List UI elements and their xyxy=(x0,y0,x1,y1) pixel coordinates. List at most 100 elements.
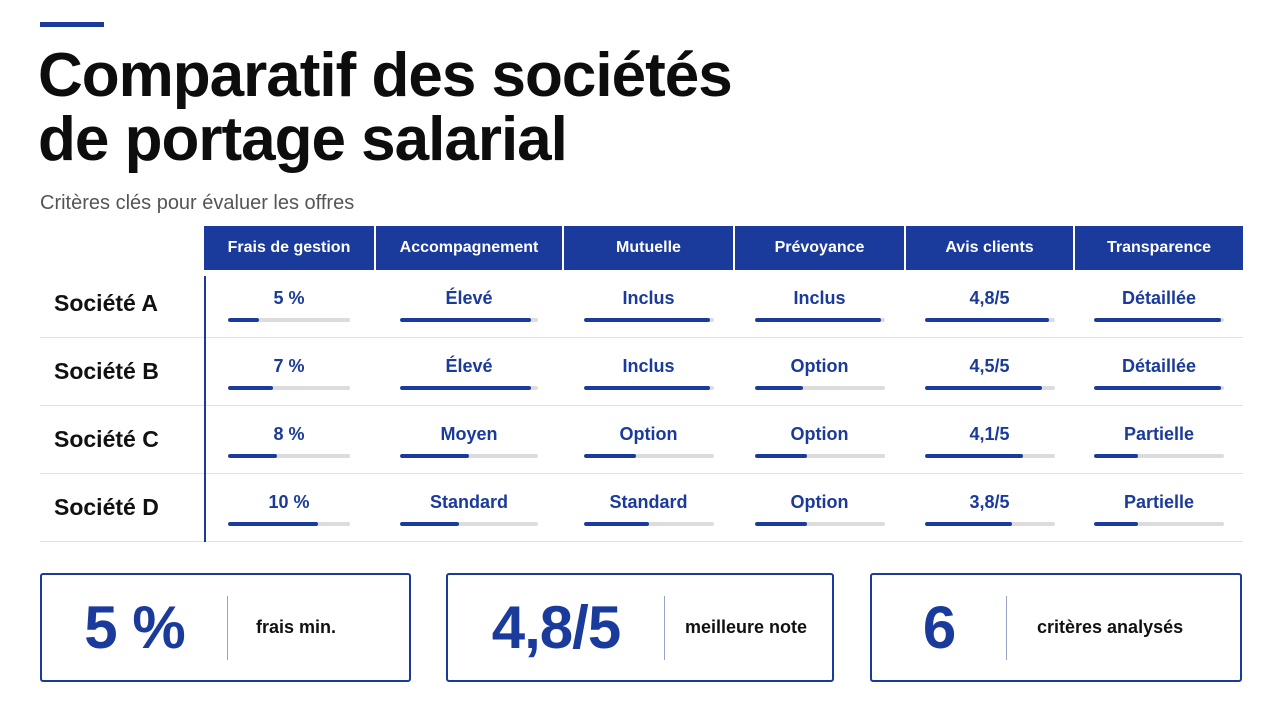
comparison-table: Frais de gestion Accompagnement Mutuelle… xyxy=(40,226,1243,542)
cell-mutuelle: Standard xyxy=(564,474,733,541)
cell-value: 4,1/5 xyxy=(969,423,1010,444)
level-bar-track xyxy=(400,453,538,458)
level-bar-track xyxy=(754,317,885,322)
summary-card-divider xyxy=(1006,595,1007,660)
cell-value: 7 % xyxy=(273,355,305,376)
level-bar-track xyxy=(400,385,538,390)
table-row: Société A 5 % Élevé Inclus Inclus 4,8/5 Détail… xyxy=(40,270,1243,338)
level-bar-track xyxy=(583,453,714,458)
page-title: Comparatif des sociétés de portage salar… xyxy=(38,41,733,174)
row-label: Société D xyxy=(54,494,159,520)
cell-avis: 4,8/5 xyxy=(906,270,1073,337)
cell-frais: 8 % xyxy=(204,406,374,473)
cell-value: Option xyxy=(790,491,849,512)
level-bar-fill xyxy=(924,385,1042,390)
summary-card-criteria: 6 critères analysés xyxy=(870,573,1242,682)
cell-mutuelle: Inclus xyxy=(564,338,733,405)
level-bar-track xyxy=(1094,521,1224,526)
cell-avis: 4,1/5 xyxy=(906,406,1073,473)
level-bar-fill xyxy=(1094,453,1139,458)
cell-value: Élevé xyxy=(445,287,493,308)
cell-value: Partielle xyxy=(1123,491,1195,512)
column-header-mutuelle: Mutuelle xyxy=(564,226,733,270)
summary-card-value: 4,8/5 xyxy=(491,594,621,661)
table-row: Société B 7 % Élevé Inclus Option 4,5/5 Détail… xyxy=(40,338,1243,406)
cell-frais: 10 % xyxy=(204,474,374,541)
level-bar-track xyxy=(754,453,885,458)
level-bar-fill xyxy=(924,521,1012,526)
level-bar-fill xyxy=(400,521,460,526)
level-bar-fill xyxy=(754,453,807,458)
level-bar-track xyxy=(400,317,538,322)
title-accent-bar xyxy=(40,22,104,27)
cell-mutuelle: Inclus xyxy=(564,270,733,337)
level-bar-fill xyxy=(1094,385,1222,390)
page-title-line-2: de portage salarial xyxy=(38,105,568,174)
cell-value: 5 % xyxy=(273,287,305,308)
level-bar-track xyxy=(1094,317,1224,322)
level-bar-track xyxy=(400,521,538,526)
cell-avis: 4,5/5 xyxy=(906,338,1073,405)
cell-value: Élevé xyxy=(445,355,493,376)
cell-accompagnement: Élevé xyxy=(376,270,562,337)
cell-frais: 5 % xyxy=(204,270,374,337)
level-bar-fill xyxy=(754,521,807,526)
cell-transparence: Partielle xyxy=(1075,474,1243,541)
level-bar-fill xyxy=(228,317,259,322)
cell-prevoyance: Inclus xyxy=(735,270,904,337)
cell-value: Option xyxy=(790,355,849,376)
cell-value: Détaillée xyxy=(1121,355,1197,376)
table-header: Frais de gestion Accompagnement Mutuelle… xyxy=(40,226,1243,270)
level-bar-fill xyxy=(583,453,636,458)
cell-value: Inclus xyxy=(622,287,675,308)
column-header-frais: Frais de gestion xyxy=(204,226,374,270)
level-bar-track xyxy=(583,385,714,390)
table-row: Société C 8 % Moyen Option Option 4,1/5 Partie… xyxy=(40,406,1243,474)
cell-prevoyance: Option xyxy=(735,474,904,541)
row-label: Société B xyxy=(54,358,159,384)
row-label: Société A xyxy=(54,290,158,316)
level-bar-track xyxy=(228,521,350,526)
cell-mutuelle: Option xyxy=(564,406,733,473)
cell-value: Inclus xyxy=(793,287,846,308)
cell-value: Standard xyxy=(609,491,688,512)
cell-value: 4,5/5 xyxy=(969,355,1010,376)
level-bar-track xyxy=(228,317,350,322)
summary-card-divider xyxy=(664,595,665,660)
column-header-prevoyance: Prévoyance xyxy=(735,226,904,270)
cell-value: Partielle xyxy=(1123,423,1195,444)
cell-frais: 7 % xyxy=(204,338,374,405)
cell-value: Moyen xyxy=(440,423,498,444)
level-bar-fill xyxy=(1094,317,1222,322)
cell-value: Standard xyxy=(429,491,508,512)
table-header-corner xyxy=(40,226,204,270)
level-bar-fill xyxy=(924,317,1050,322)
level-bar-fill xyxy=(400,317,532,322)
cell-prevoyance: Option xyxy=(735,406,904,473)
level-bar-track xyxy=(754,385,885,390)
level-bar-track xyxy=(228,453,350,458)
column-header-avis: Avis clients xyxy=(906,226,1073,270)
column-header-accompagnement: Accompagnement xyxy=(376,226,562,270)
cell-value: 8 % xyxy=(273,423,305,444)
table-body: Société A 5 % Élevé Inclus Inclus 4,8/5 Détail… xyxy=(40,270,1243,542)
level-bar-track xyxy=(924,521,1055,526)
level-bar-track xyxy=(754,521,885,526)
level-bar-fill xyxy=(583,317,710,322)
level-bar-fill xyxy=(1094,521,1139,526)
cell-value: 10 % xyxy=(268,491,310,512)
summary-card-min-fee: 5 % frais min. xyxy=(40,573,411,682)
summary-card-label: meilleure note xyxy=(685,617,808,637)
level-bar-track xyxy=(583,521,714,526)
level-bar-fill xyxy=(228,453,277,458)
page-title-line-1: Comparatif des sociétés xyxy=(38,41,733,110)
cell-value: Option xyxy=(790,423,849,444)
cell-transparence: Partielle xyxy=(1075,406,1243,473)
summary-card-divider xyxy=(227,595,228,660)
level-bar-fill xyxy=(924,453,1024,458)
level-bar-fill xyxy=(400,453,469,458)
level-bar-track xyxy=(924,385,1055,390)
cell-accompagnement: Moyen xyxy=(376,406,562,473)
level-bar-fill xyxy=(754,317,881,322)
cell-value: Option xyxy=(619,423,678,444)
